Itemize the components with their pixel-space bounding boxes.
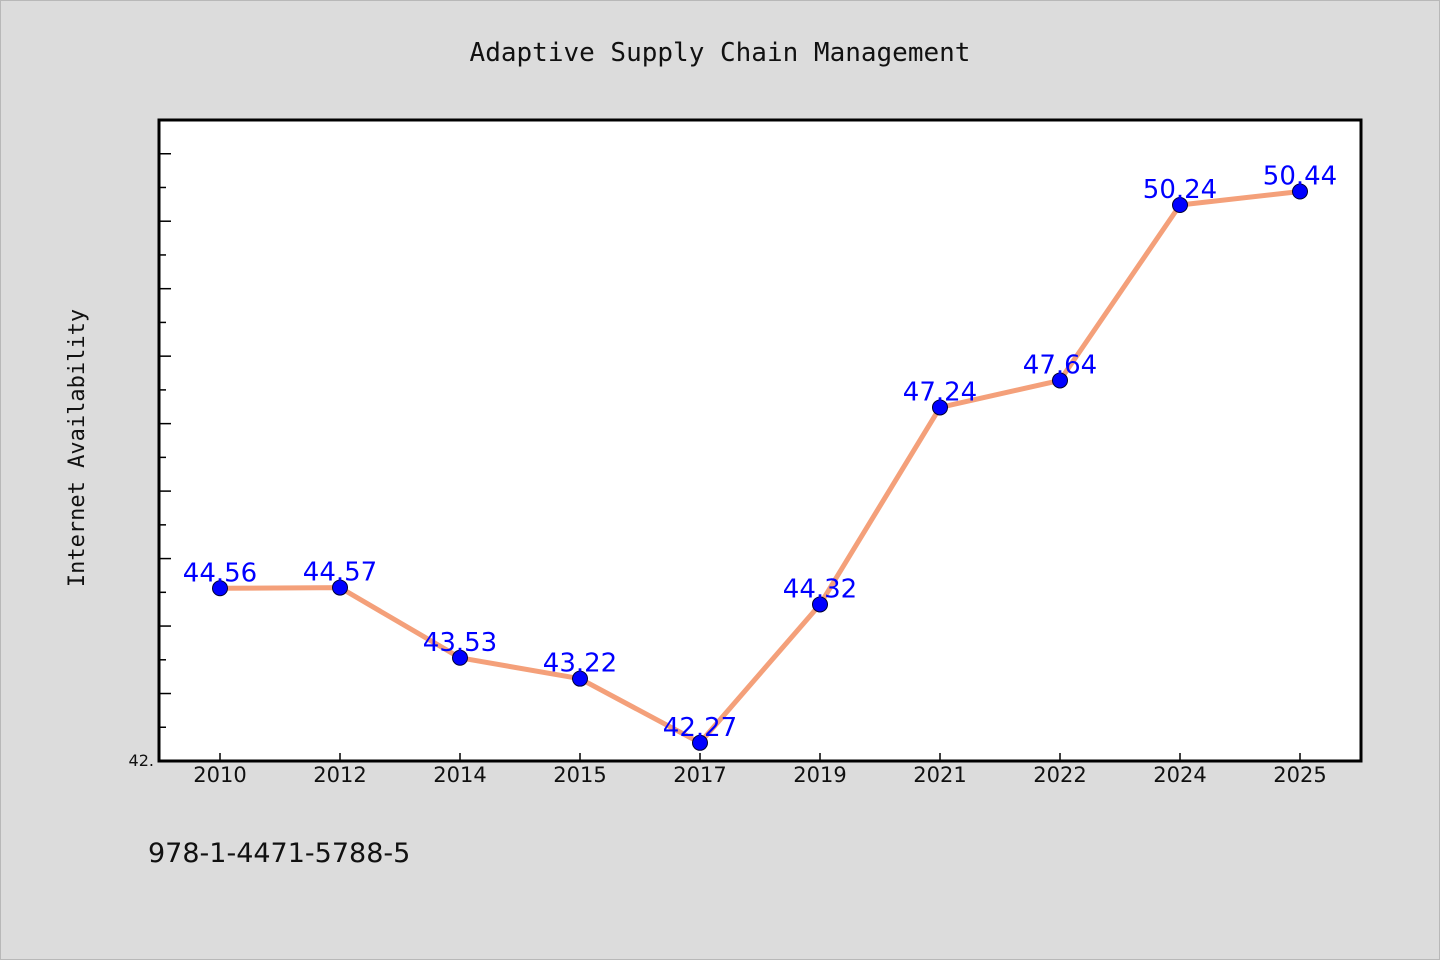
x-tick-label: 2017 [673,763,726,787]
series-markers [212,183,1308,751]
y-tick-label: 42. [129,751,154,770]
x-tick-label: 2019 [793,763,846,787]
data-label: 43.22 [543,649,617,679]
data-label: 50.44 [1263,162,1337,192]
data-label: 44.57 [303,558,377,588]
data-point [1052,372,1068,389]
data-label: 47.64 [1023,350,1097,380]
data-point [1292,183,1308,200]
data-point [932,399,948,416]
axis-ticks [159,119,1301,762]
data-point [212,580,228,597]
x-tick-label: 2012 [313,763,366,787]
x-tick-label: 2014 [433,763,486,787]
chart-title: Adaptive Supply Chain Management [470,38,971,68]
data-labels: 44.56 44.57 43.53 43.22 42.27 44.32 47.24 47.64… [183,162,1337,743]
x-tick-label: 2021 [913,763,966,787]
data-point [692,734,708,751]
data-label: 44.32 [783,574,857,604]
data-point [812,596,828,613]
data-point [572,670,588,687]
isbn-text: 978-1-4471-5788-5 [148,838,410,869]
x-tick-labels: 2010 2012 2014 2015 2017 2019 2021 2022 2024 2025 [193,763,1326,787]
data-label: 50.24 [1143,175,1217,205]
data-point [332,579,348,596]
x-tick-label: 2022 [1033,763,1086,787]
data-point [1172,197,1188,214]
data-point [452,649,468,666]
x-tick-label: 2024 [1153,763,1206,787]
data-label: 47.24 [903,377,977,407]
data-label: 44.56 [183,558,257,588]
x-tick-label: 2025 [1273,763,1326,787]
data-label: 43.53 [423,628,497,658]
x-tick-label: 2015 [553,763,606,787]
x-tick-label: 2010 [193,763,246,787]
series-line [217,189,1303,746]
plot-area [157,118,1363,763]
data-label: 42.27 [663,713,737,743]
y-axis-label: Internet Availability [65,309,90,587]
